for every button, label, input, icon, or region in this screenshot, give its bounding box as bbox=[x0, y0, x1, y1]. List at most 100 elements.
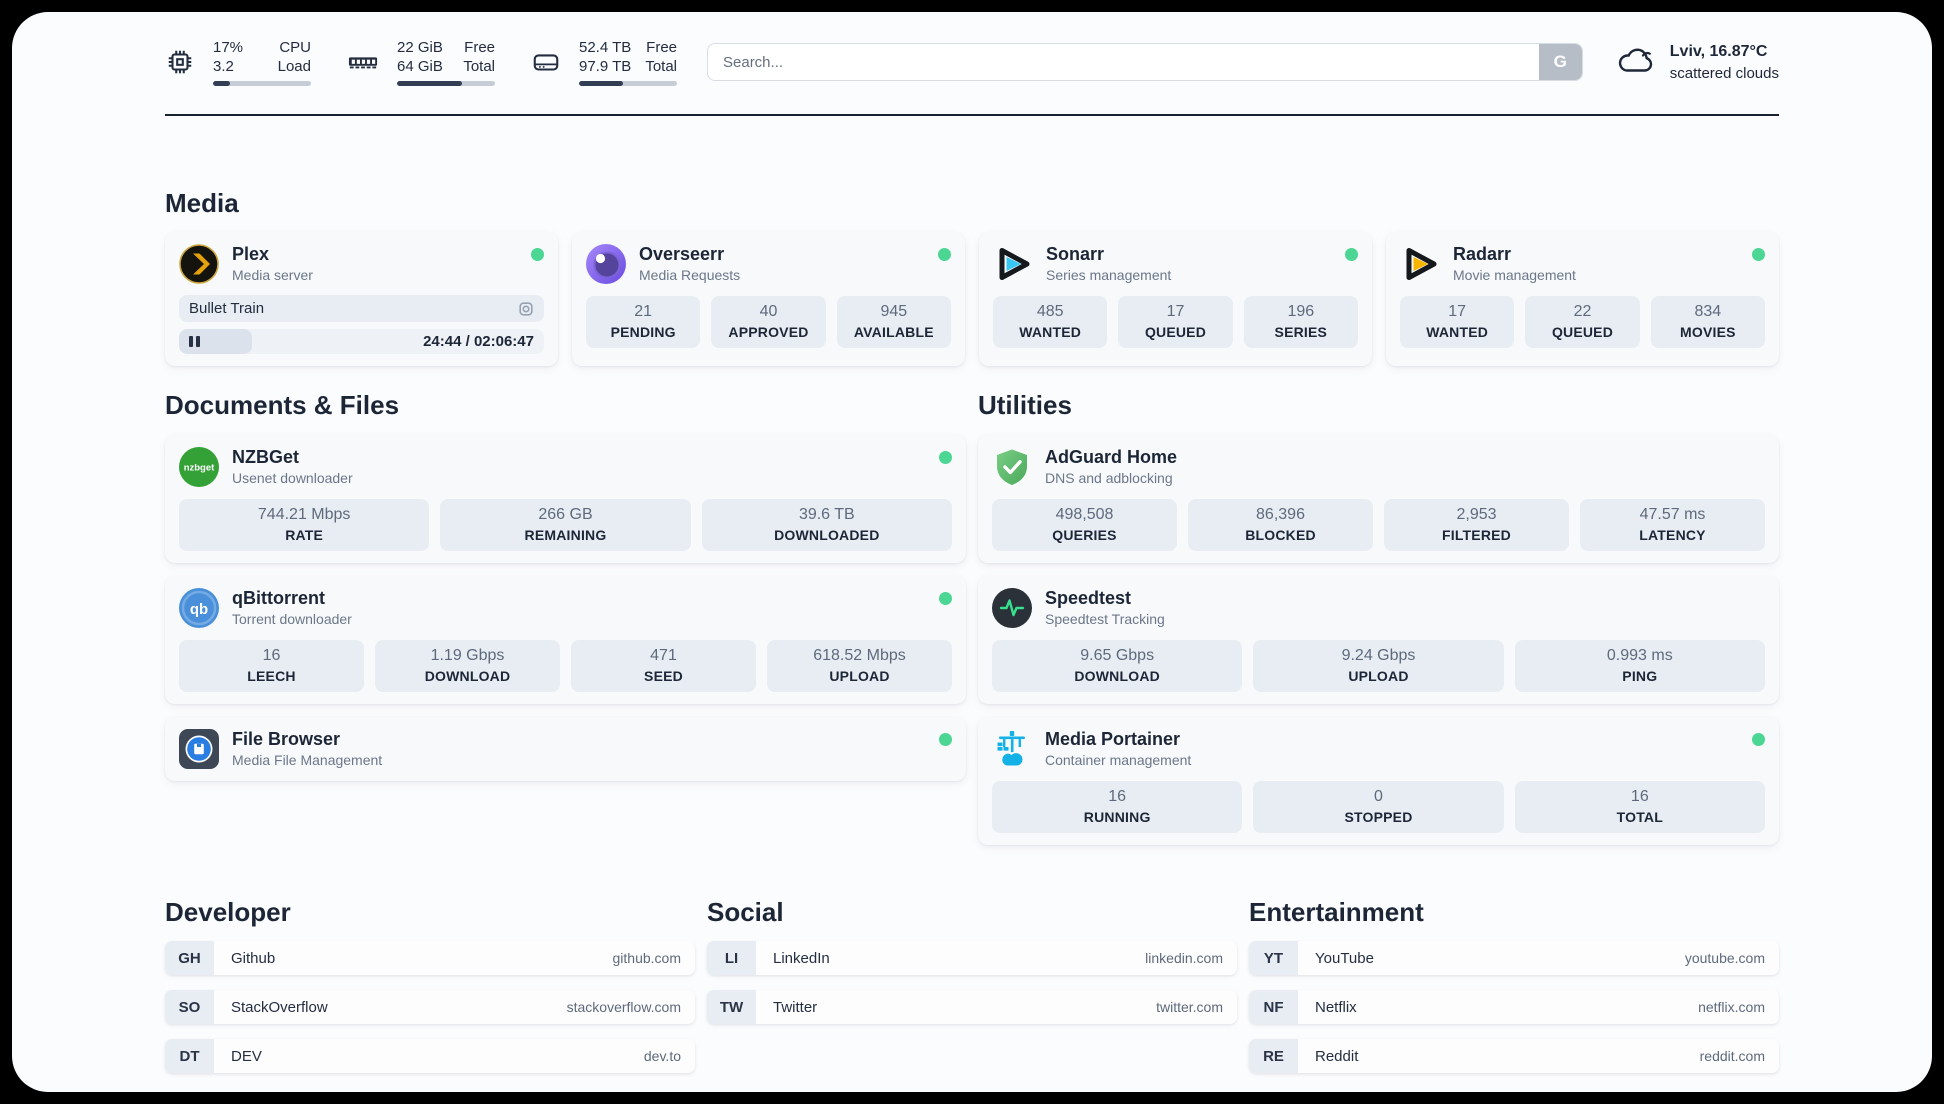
app-name: AdGuard Home bbox=[1045, 447, 1178, 467]
search-input[interactable] bbox=[708, 44, 1539, 80]
bookmark-url: twitter.com bbox=[1156, 999, 1223, 1015]
portainer-card[interactable]: Media Portainer Container management 16 … bbox=[978, 717, 1779, 845]
bookmark-github[interactable]: GH Github github.com bbox=[165, 941, 695, 975]
filebrowser-icon bbox=[179, 728, 219, 769]
cast-icon[interactable] bbox=[518, 301, 534, 317]
stat-leech: 16 LEECH bbox=[179, 640, 364, 692]
app-subtitle: Usenet downloader bbox=[232, 470, 353, 486]
app-subtitle: Torrent downloader bbox=[232, 611, 352, 627]
search-engine-button[interactable]: G bbox=[1538, 44, 1582, 80]
bookmark-twitter[interactable]: TW Twitter twitter.com bbox=[707, 990, 1237, 1024]
status-dot bbox=[1752, 733, 1765, 746]
adguard-card[interactable]: AdGuard Home DNS and adblocking 498,508 … bbox=[978, 435, 1779, 563]
radarr-icon bbox=[1400, 244, 1440, 284]
stat-queries: 498,508 QUERIES bbox=[992, 499, 1177, 551]
entertainment-column: Entertainment YT YouTube youtube.com NF … bbox=[1249, 897, 1779, 1073]
speedtest-icon bbox=[992, 587, 1032, 628]
bookmark-linkedin[interactable]: LI LinkedIn linkedin.com bbox=[707, 941, 1237, 975]
header: 17% CPU 3.2 Load bbox=[165, 12, 1779, 86]
bookmark-url: reddit.com bbox=[1699, 1048, 1765, 1064]
stat-wanted: 485 WANTED bbox=[993, 296, 1108, 348]
app-name: qBittorrent bbox=[232, 588, 325, 608]
stat-seed: 471 SEED bbox=[571, 640, 756, 692]
stat-upload: 618.52 Mbps UPLOAD bbox=[767, 640, 952, 692]
app-name: Media Portainer bbox=[1045, 729, 1181, 749]
stat-series: 196 SERIES bbox=[1243, 296, 1358, 348]
section-title-entertainment: Entertainment bbox=[1249, 897, 1424, 927]
stat-approved: 40 APPROVED bbox=[711, 296, 826, 348]
bookmark-url: linkedin.com bbox=[1145, 950, 1223, 966]
nzbget-card[interactable]: nzbget NZBGet Usenet downloader 744.21 M… bbox=[165, 435, 966, 563]
cpu-progress-bar bbox=[213, 81, 311, 86]
stat-wanted: 17 WANTED bbox=[1400, 296, 1515, 348]
section-title-utilities: Utilities bbox=[978, 390, 1072, 420]
bookmark-name: Twitter bbox=[773, 998, 818, 1016]
app-name: Speedtest bbox=[1045, 588, 1132, 608]
disk-stat: 52.4 TB Free 97.9 TB Total bbox=[531, 38, 677, 86]
bookmark-name: YouTube bbox=[1315, 949, 1374, 967]
status-dot bbox=[1752, 248, 1765, 261]
memory-free-label: Free bbox=[464, 39, 495, 56]
status-dot bbox=[939, 451, 952, 464]
app-name: Plex bbox=[232, 244, 270, 264]
filebrowser-card[interactable]: File Browser Media File Management bbox=[165, 717, 966, 781]
cpu-usage-value: 17% bbox=[213, 39, 244, 56]
documents-column: Documents & Files nzbget NZBGet Usenet d bbox=[165, 390, 966, 781]
stat-queued: 17 QUEUED bbox=[1118, 296, 1233, 348]
sonarr-icon bbox=[993, 244, 1033, 284]
stat-queued: 22 QUEUED bbox=[1525, 296, 1640, 348]
cpu-load-label: Load bbox=[277, 58, 311, 75]
media-card-row: Plex Media server Bullet Train bbox=[165, 232, 1779, 366]
speedtest-card[interactable]: Speedtest Speedtest Tracking 9.65 Gbps D… bbox=[978, 576, 1779, 704]
playback-progress-bar[interactable]: 24:44 / 02:06:47 bbox=[179, 329, 544, 354]
status-dot bbox=[938, 248, 951, 261]
memory-progress-bar bbox=[397, 81, 495, 86]
section-title-social: Social bbox=[707, 897, 784, 927]
status-dot bbox=[531, 248, 544, 261]
bookmark-stackoverflow[interactable]: SO StackOverflow stackoverflow.com bbox=[165, 990, 695, 1024]
memory-total-value: 64 GiB bbox=[397, 58, 443, 75]
svg-text:qb: qb bbox=[190, 601, 208, 618]
bookmark-dev[interactable]: DT DEV dev.to bbox=[165, 1039, 695, 1073]
bookmark-url: github.com bbox=[612, 950, 681, 966]
stat-available: 945 AVAILABLE bbox=[836, 296, 951, 348]
weather-location-temp: Lviv, 16.87°C bbox=[1669, 42, 1768, 60]
search-bar: G bbox=[707, 43, 1583, 81]
app-subtitle: Media server bbox=[232, 267, 313, 283]
plex-icon bbox=[179, 243, 219, 284]
bookmark-url: dev.to bbox=[643, 1048, 681, 1064]
stat-ping: 0.993 ms PING bbox=[1514, 640, 1765, 692]
adguard-icon bbox=[992, 447, 1032, 487]
pause-icon[interactable] bbox=[189, 336, 200, 347]
stat-pending: 21 PENDING bbox=[586, 296, 701, 348]
bookmark-name: LinkedIn bbox=[773, 949, 830, 967]
section-title-media: Media bbox=[165, 188, 239, 218]
app-subtitle: Series management bbox=[1046, 267, 1172, 283]
stat-upload: 9.24 Gbps UPLOAD bbox=[1253, 640, 1504, 692]
cpu-icon bbox=[165, 47, 195, 77]
plex-card[interactable]: Plex Media server Bullet Train bbox=[165, 232, 558, 366]
app-subtitle: Media File Management bbox=[232, 752, 383, 768]
stat-download: 9.65 Gbps DOWNLOAD bbox=[992, 640, 1243, 692]
radarr-card[interactable]: Radarr Movie management 17 WANTED 22 QUE… bbox=[1386, 232, 1779, 366]
bookmark-reddit[interactable]: RE Reddit reddit.com bbox=[1249, 1039, 1779, 1073]
bookmark-youtube[interactable]: YT YouTube youtube.com bbox=[1249, 941, 1779, 975]
disk-free-value: 52.4 TB bbox=[579, 39, 632, 56]
bookmark-netflix[interactable]: NF Netflix netflix.com bbox=[1249, 990, 1779, 1024]
app-subtitle: Movie management bbox=[1453, 267, 1576, 283]
app-name: NZBGet bbox=[232, 447, 299, 467]
stat-latency: 47.57 ms LATENCY bbox=[1580, 499, 1765, 551]
memory-total-label: Total bbox=[463, 58, 495, 75]
qbittorrent-card[interactable]: qb qBittorrent Torrent downloader 16 LEE… bbox=[165, 576, 966, 704]
cloud-icon bbox=[1613, 42, 1657, 83]
sonarr-card[interactable]: Sonarr Series management 485 WANTED 17 Q… bbox=[979, 232, 1372, 366]
disk-free-label: Free bbox=[646, 39, 677, 56]
cpu-stat: 17% CPU 3.2 Load bbox=[165, 38, 311, 86]
now-playing-title: Bullet Train bbox=[189, 300, 265, 317]
overseerr-card[interactable]: Overseerr Media Requests 21 PENDING 40 A… bbox=[572, 232, 965, 366]
app-subtitle: DNS and adblocking bbox=[1045, 470, 1173, 486]
svg-text:nzbget: nzbget bbox=[184, 462, 215, 473]
bookmark-abbr: LI bbox=[707, 941, 756, 975]
app-name: File Browser bbox=[232, 729, 341, 749]
stat-stopped: 0 STOPPED bbox=[1253, 781, 1504, 833]
